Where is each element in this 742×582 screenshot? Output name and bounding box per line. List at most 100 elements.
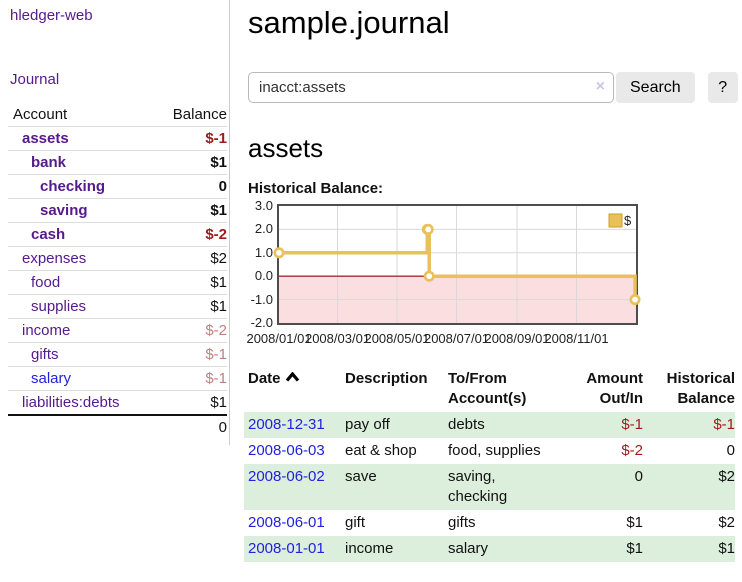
transaction-balance: 0 xyxy=(726,442,735,459)
x-tick-label: 2008/11/01 xyxy=(544,331,609,346)
data-point-marker xyxy=(423,270,435,282)
account-row-expenses: expenses $2 xyxy=(8,246,227,270)
search-button[interactable]: Search xyxy=(616,72,695,103)
account-link[interactable]: supplies xyxy=(31,298,87,315)
account-row-checking: checking 0 xyxy=(8,174,227,198)
account-link[interactable]: salary xyxy=(31,370,72,387)
account-link[interactable]: cash xyxy=(31,226,66,243)
balance-column-header: Historical Balance xyxy=(666,370,735,407)
account-balance: $1 xyxy=(210,274,227,291)
account-balance: $1 xyxy=(210,154,227,171)
balance-chart: $ 3.0 2.0 1.0 0.0 -1.0 -2.0 2008/01/01 2008/03… xyxy=(246,198,742,352)
transaction-balance: $2 xyxy=(718,514,735,531)
register-header-row: Date Description To/From Account(s) Amou… xyxy=(244,366,735,412)
register-table: Date Description To/From Account(s) Amou… xyxy=(244,366,735,562)
accounts-total-value: 0 xyxy=(218,418,227,436)
account-row-assets: assets $-1 xyxy=(8,126,227,150)
accounts-table: Account Balance assets $-1 bank $1 check… xyxy=(8,102,227,438)
x-tick-label: 2008/03/01 xyxy=(304,331,371,346)
chart-plot-area: $ xyxy=(273,204,641,325)
legend-swatch xyxy=(608,213,623,228)
clear-search-icon[interactable]: × xyxy=(595,78,605,95)
accounts-total-row: 0 xyxy=(8,414,227,438)
x-tick-label: 2008/01/01 xyxy=(246,331,312,346)
account-row-supplies: supplies $1 xyxy=(8,294,227,318)
main-content: sample.journal × Search ? assets Histori… xyxy=(240,0,742,562)
transaction-balance: $-1 xyxy=(713,416,735,433)
transaction-date-link[interactable]: 2008-06-02 xyxy=(248,468,325,485)
account-balance: $2 xyxy=(210,250,227,267)
account-row-income: income $-2 xyxy=(8,318,227,342)
transaction-row: 2008-06-02 save saving, checking 0 $2 xyxy=(244,464,735,510)
account-link[interactable]: gifts xyxy=(31,346,59,363)
transaction-accounts: saving, checking xyxy=(448,468,508,505)
search-input[interactable] xyxy=(248,72,614,103)
chart-title: Historical Balance: xyxy=(248,180,384,197)
data-point-marker xyxy=(422,223,434,235)
account-link[interactable]: food xyxy=(31,274,61,291)
transaction-date-link[interactable]: 2008-06-01 xyxy=(248,514,325,531)
account-link[interactable]: expenses xyxy=(22,250,87,267)
y-tick-label: 3.0 xyxy=(254,198,273,213)
transaction-description: eat & shop xyxy=(345,442,417,459)
account-row-saving: saving $1 xyxy=(8,198,227,222)
account-column-header: Account xyxy=(13,105,68,123)
y-tick-label: 1.0 xyxy=(254,244,273,260)
transaction-amount: $1 xyxy=(626,514,643,531)
account-balance: 0 xyxy=(218,178,227,195)
account-balance: $1 xyxy=(210,202,227,219)
account-row-liabilities-debts: liabilities:debts $1 xyxy=(8,390,227,414)
transaction-date-link[interactable]: 2008-01-01 xyxy=(248,540,325,557)
account-link[interactable]: saving xyxy=(40,202,88,219)
date-column-header[interactable]: Date xyxy=(244,366,345,412)
x-tick-label: 2008/05/01 xyxy=(364,331,430,346)
account-balance: $-2 xyxy=(205,226,227,243)
transaction-balance: $1 xyxy=(718,540,735,557)
help-button[interactable]: ? xyxy=(707,72,738,103)
balance-column-header: Balance xyxy=(172,105,227,123)
transaction-row: 2008-12-31 pay off debts $-1 $-1 xyxy=(244,412,735,438)
amount-column-header: Amount Out/In xyxy=(586,370,643,407)
accounts-table-header: Account Balance xyxy=(8,102,227,126)
y-tick-label: 0.0 xyxy=(254,268,273,284)
transaction-date-link[interactable]: 2008-12-31 xyxy=(248,416,325,433)
y-tick-label: 2.0 xyxy=(254,221,273,237)
y-tick-label: -2.0 xyxy=(250,315,273,330)
account-link[interactable]: liabilities:debts xyxy=(22,394,120,411)
account-balance: $1 xyxy=(210,298,227,315)
account-row-gifts: gifts $-1 xyxy=(8,342,227,366)
transaction-accounts: salary xyxy=(448,540,489,557)
account-link[interactable]: income xyxy=(22,322,71,339)
account-balance: $1 xyxy=(210,394,227,411)
chart-svg: $ xyxy=(273,206,641,323)
accounts-column-header: To/From Account(s) xyxy=(448,370,527,407)
account-link[interactable]: bank xyxy=(31,154,67,171)
transaction-accounts: food, supplies xyxy=(448,442,541,459)
transaction-balance: $2 xyxy=(718,468,735,485)
transaction-accounts: gifts xyxy=(448,514,476,531)
account-balance: $-1 xyxy=(205,346,227,363)
transaction-description: pay off xyxy=(345,416,390,433)
account-link[interactable]: assets xyxy=(22,130,69,147)
search-box: × xyxy=(248,72,614,103)
sidebar-item-journal[interactable]: Journal xyxy=(10,71,60,88)
account-balance: $-1 xyxy=(205,370,227,387)
account-row-bank: bank $1 xyxy=(8,150,227,174)
account-balance: $-2 xyxy=(205,322,227,339)
transaction-amount: $1 xyxy=(626,540,643,557)
transaction-amount: 0 xyxy=(634,468,643,485)
x-tick-label: 2008/07/01 xyxy=(423,331,490,346)
transaction-row: 2008-01-01 income salary $1 $1 xyxy=(244,536,735,562)
data-point-marker xyxy=(629,294,641,306)
transaction-description: save xyxy=(345,468,377,485)
transaction-date-link[interactable]: 2008-06-03 xyxy=(248,442,325,459)
y-tick-label: -1.0 xyxy=(250,291,273,307)
sort-asc-icon xyxy=(285,372,299,382)
app-brand-link[interactable]: hledger-web xyxy=(10,7,93,24)
transaction-description: income xyxy=(345,540,394,557)
account-link[interactable]: checking xyxy=(40,178,106,195)
transaction-row: 2008-06-01 gift gifts $1 $2 xyxy=(244,510,735,536)
search-form: × Search ? xyxy=(248,72,742,103)
transaction-accounts: debts xyxy=(448,416,485,433)
data-point-marker xyxy=(273,247,285,259)
